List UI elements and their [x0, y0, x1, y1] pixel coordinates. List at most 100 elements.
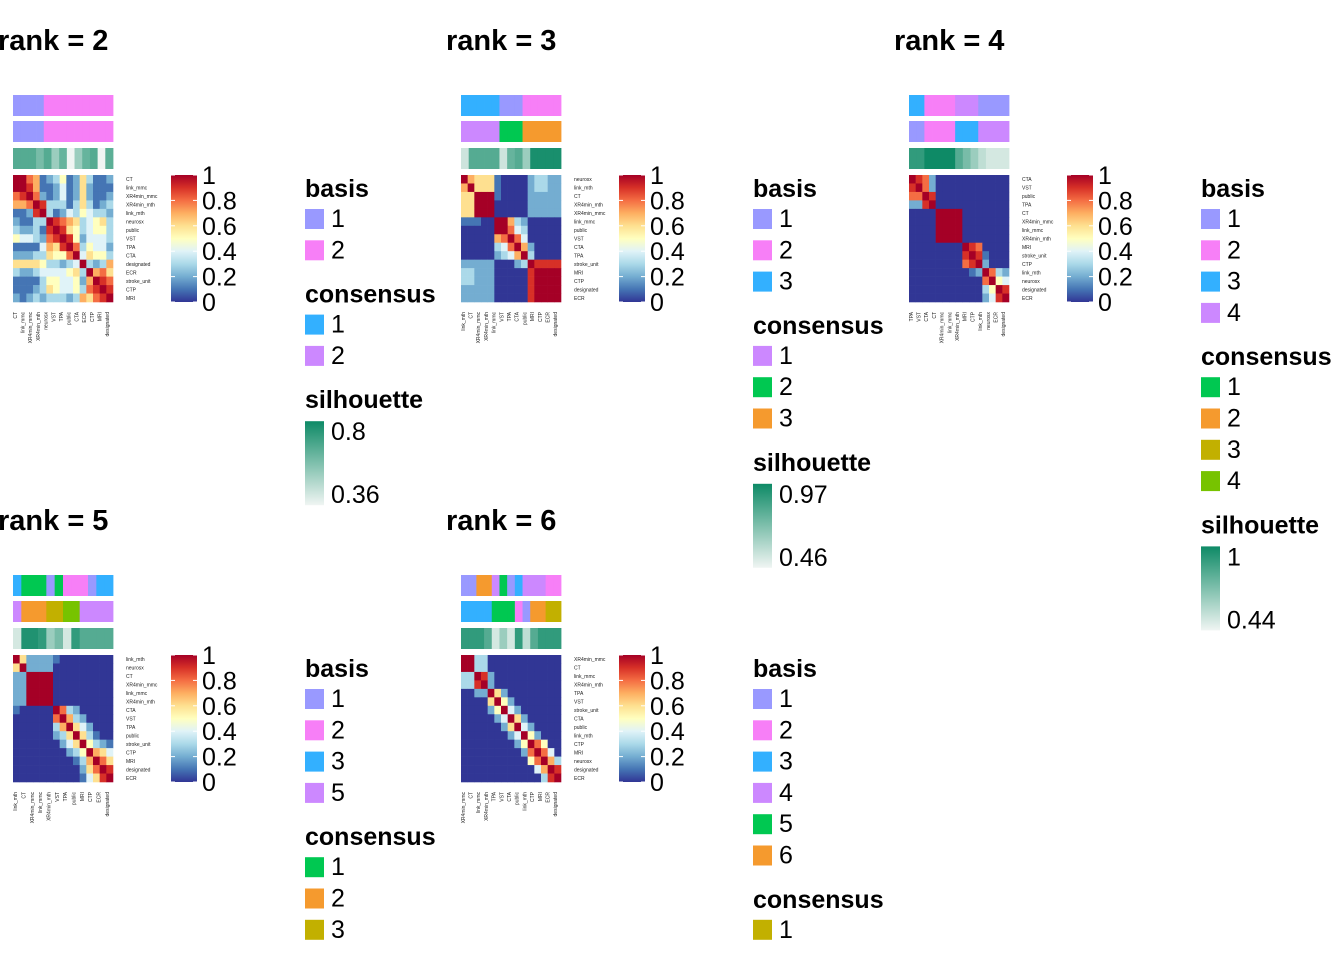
heatmap-cell — [521, 285, 528, 294]
heatmap-cell — [527, 714, 535, 724]
heatmap-cell — [46, 276, 54, 286]
heatmap-cell — [26, 285, 34, 294]
heatmap-cell — [79, 680, 87, 690]
heatmap-cell — [19, 714, 27, 724]
heatmap-cell — [487, 671, 495, 681]
heatmap-cell — [501, 191, 508, 201]
heatmap-cell — [1002, 285, 1010, 294]
heatmap-cell — [19, 217, 27, 227]
heatmap-cell — [93, 268, 100, 277]
heatmap-cell — [59, 268, 67, 277]
legend-title: consensus — [753, 312, 884, 340]
heatmap-cell — [33, 748, 40, 757]
heatmap-cell — [935, 183, 943, 193]
heatmap-cell — [501, 175, 508, 184]
heatmap-cell — [33, 191, 40, 201]
heatmap-cell — [79, 276, 87, 286]
silhouette-cell — [96, 628, 106, 649]
heatmap-cell — [19, 183, 27, 193]
heatmap-cell — [86, 671, 94, 681]
legend-swatch — [753, 919, 772, 940]
heatmap-cell — [467, 773, 475, 783]
heatmap-cell — [541, 208, 548, 218]
annotation-track-basis — [461, 95, 562, 116]
colorbar-tick-label: 0.4 — [1098, 238, 1133, 266]
heatmap-cell — [507, 671, 515, 681]
heatmap-cell — [461, 663, 468, 673]
heatmap-cell — [514, 671, 522, 681]
legend-swatch — [1201, 408, 1220, 429]
row-label: neurosx — [574, 177, 592, 183]
heatmap-cell — [547, 671, 555, 681]
heatmap-cell — [66, 697, 74, 707]
heatmap-cell — [86, 739, 94, 749]
column-label: ECR — [993, 312, 999, 323]
legend-swatch — [1201, 240, 1220, 261]
legend-label: 1 — [331, 205, 345, 233]
heatmap-cell — [547, 655, 555, 664]
heatmap-cell — [507, 705, 515, 715]
heatmap-cell — [19, 276, 27, 286]
heatmap-cell — [13, 259, 20, 269]
heatmap-cell — [99, 765, 107, 774]
heatmap-cell — [487, 225, 495, 235]
heatmap-cell — [106, 671, 114, 681]
column-label: VST — [51, 312, 57, 322]
basis-cell — [514, 575, 523, 596]
annotation-track-basis — [13, 95, 114, 116]
heatmap-cell — [46, 191, 54, 201]
heatmap-cell — [46, 773, 54, 783]
heatmap-cell — [13, 242, 20, 252]
heatmap-cell — [26, 697, 34, 707]
heatmap-cell — [53, 251, 60, 260]
heatmap-cell — [46, 731, 54, 740]
heatmap-cell — [39, 259, 47, 269]
heatmap-cell — [467, 225, 475, 235]
heatmap-cell — [487, 765, 495, 774]
heatmap-cell — [527, 217, 535, 227]
heatmap-cell — [99, 773, 107, 783]
heatmap-cell — [53, 705, 60, 715]
heatmap-cell — [13, 293, 20, 303]
heatmap-cell — [527, 242, 535, 252]
heatmap-cell — [494, 259, 502, 269]
row-label: link_mmc — [126, 186, 148, 192]
heatmap-cell — [481, 285, 488, 294]
heatmap-cell — [66, 655, 74, 664]
heatmap-cell — [547, 200, 555, 210]
consensus-cell — [105, 121, 114, 142]
heatmap-cell — [514, 731, 522, 740]
heatmap-cell — [59, 722, 67, 732]
consensus-cell — [545, 601, 554, 622]
annotation-track-consensus — [461, 601, 562, 622]
heatmap-cell — [554, 268, 562, 277]
heatmap-cell — [541, 731, 548, 740]
heatmap-cell — [494, 293, 502, 303]
heatmap-cell — [554, 293, 562, 303]
heatmap-cell — [481, 183, 488, 193]
heatmap-cell — [93, 671, 100, 681]
silhouette-cell — [909, 148, 918, 169]
basis-cell — [46, 575, 56, 596]
heatmap-cell — [13, 722, 20, 732]
row-label: XR4min_mth — [1022, 237, 1051, 243]
heatmap-cell — [989, 200, 996, 210]
heatmap-cell — [33, 765, 40, 774]
heatmap-cell — [989, 217, 996, 227]
column-label: designated — [105, 312, 111, 337]
heatmap-cell — [33, 225, 40, 235]
basis-cell — [13, 575, 22, 596]
heatmap-cell — [547, 663, 555, 673]
heatmap-cell — [962, 259, 970, 269]
basis-cell — [105, 95, 114, 116]
column-label: XR4min_mmc — [476, 312, 482, 344]
heatmap-cell — [541, 251, 548, 260]
consensus-cell — [530, 121, 539, 142]
heatmap-cell — [949, 175, 956, 184]
silhouette-cell — [97, 148, 106, 169]
heatmap-cell — [915, 259, 923, 269]
heatmap-cell — [19, 773, 27, 783]
heatmap-cell — [521, 714, 528, 724]
